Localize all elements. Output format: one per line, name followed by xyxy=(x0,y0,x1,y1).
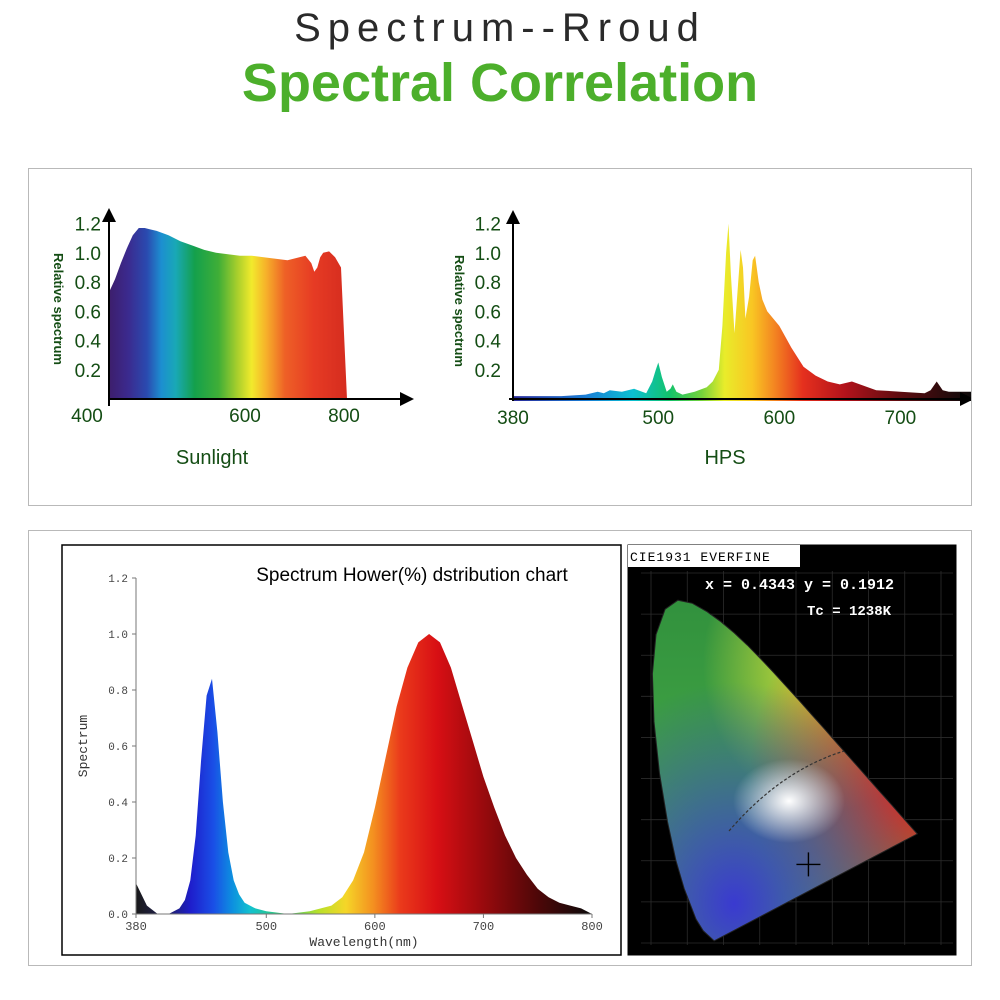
sunlight-caption: Sunlight xyxy=(176,447,249,469)
hower-x-tick: 800 xyxy=(581,920,603,934)
sunlight-y-tick: 0.2 xyxy=(75,361,101,382)
hower-y-tick: 1.0 xyxy=(108,630,128,642)
hower-x-tick: 600 xyxy=(364,920,386,934)
cie-coords-readout: x = 0.4343 y = 0.1912 xyxy=(705,577,894,594)
hower-title: Spectrum Hower(%) dstribution chart xyxy=(256,565,568,586)
hower-y-tick: 0.0 xyxy=(108,910,128,922)
sunlight-chart: 0.2 0.4 0.6 0.8 1.0 1.2 400 600 800 Relative sp… xyxy=(51,208,414,469)
bottom-panel: Spectrum Hower(%) dstribution chart 0.0 0… xyxy=(28,530,972,966)
cie-chart: CIE1931 EVERFINE x = 0.4343 y = 0.1912 T… xyxy=(627,544,957,956)
hps-area xyxy=(513,223,973,401)
hower-area xyxy=(136,634,592,914)
sunlight-x-tick: 400 xyxy=(71,406,103,427)
hower-x-axis-label: Wavelength(nm) xyxy=(309,935,418,950)
hps-y-tick: 1.0 xyxy=(475,244,501,265)
hower-y-tick: 1.2 xyxy=(108,574,128,586)
hower-y-tick: 0.4 xyxy=(108,798,128,810)
hower-y-axis-label: Spectrum xyxy=(76,715,91,778)
sunlight-x-tick: 600 xyxy=(229,406,261,427)
hps-chart: 0.2 0.4 0.6 0.8 1.0 1.2 380 500 600 700 Relative… xyxy=(452,210,974,469)
cie-point-marker xyxy=(796,852,821,877)
hps-y-tick: 1.2 xyxy=(475,215,501,236)
cie-tc-readout: Tc = 1238K xyxy=(807,604,892,620)
sunlight-y-tick: 1.0 xyxy=(75,244,101,265)
sunlight-y-tick: 0.8 xyxy=(75,273,101,294)
hps-y-axis-label: Relative spectrum xyxy=(452,255,467,367)
cie-title: CIE1931 EVERFINE xyxy=(630,550,771,565)
hower-x-tick: 500 xyxy=(255,920,277,934)
sunlight-area xyxy=(109,228,347,399)
sunlight-y-axis-label: Relative spectrum xyxy=(51,253,66,365)
hps-caption: HPS xyxy=(704,447,745,469)
hps-y-tick: 0.4 xyxy=(475,332,502,353)
hower-y-tick: 0.2 xyxy=(108,854,128,866)
hps-y-tick: 0.6 xyxy=(475,302,501,323)
hower-y-tick: 0.8 xyxy=(108,686,128,698)
sunlight-y-tick: 0.6 xyxy=(75,302,101,323)
hower-chart: Spectrum Hower(%) dstribution chart 0.0 0… xyxy=(61,544,622,956)
hower-x-tick: 380 xyxy=(125,920,147,934)
hower-y-tick: 0.6 xyxy=(108,742,128,754)
sunlight-x-tick: 800 xyxy=(328,406,360,427)
hps-x-tick: 380 xyxy=(497,408,529,429)
hower-x-tick: 700 xyxy=(473,920,495,934)
hps-y-tick: 0.8 xyxy=(475,273,501,294)
cie-locus-outline xyxy=(651,599,919,942)
sunlight-y-tick: 1.2 xyxy=(75,215,101,236)
bottom-panel-canvas: Spectrum Hower(%) dstribution chart 0.0 0… xyxy=(61,544,957,956)
hps-x-tick: 700 xyxy=(885,408,917,429)
hps-x-tick: 500 xyxy=(642,408,674,429)
cie-title-box xyxy=(628,545,800,567)
hps-x-tick: 600 xyxy=(763,408,795,429)
top-panel: 0.2 0.4 0.6 0.8 1.0 1.2 400 600 800 Relative sp… xyxy=(28,168,974,506)
top-panel-canvas: 0.2 0.4 0.6 0.8 1.0 1.2 400 600 800 Relative sp… xyxy=(51,208,974,469)
brand-name: Spectrum--Rroud xyxy=(294,6,706,50)
hps-y-tick: 0.2 xyxy=(475,361,501,382)
sunlight-y-tick: 0.4 xyxy=(75,332,102,353)
page-title: Spectral Correlation xyxy=(241,53,759,113)
